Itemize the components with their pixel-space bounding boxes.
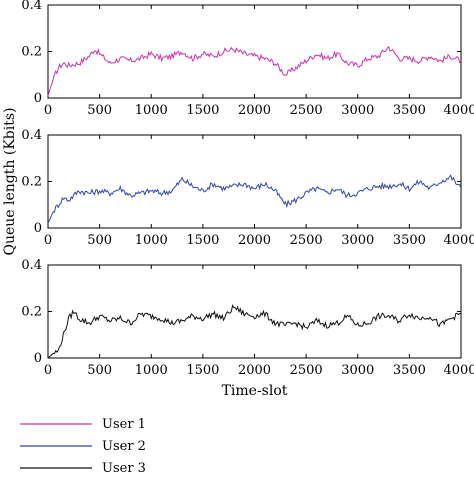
plot-frame — [47, 264, 462, 359]
x-tick-label: 2000 — [238, 233, 271, 248]
series-line-user-1 — [47, 45, 462, 96]
x-tick-label: 2500 — [290, 233, 323, 248]
y-tick-label: 0.4 — [21, 0, 42, 13]
x-tick-label: 0 — [44, 103, 52, 118]
x-tick-label: 3500 — [393, 103, 426, 118]
x-tick-label: 3000 — [341, 103, 374, 118]
x-tick-label: 4000 — [443, 363, 474, 378]
panel-3: 0 500 1000 1500 2000 2500 3000 3500 4000 0 0.2 0.4 T… — [21, 258, 474, 399]
x-tick-label: 2000 — [238, 103, 271, 118]
y-tick-label: 0.4 — [21, 128, 42, 143]
x-tick-label: 0 — [44, 233, 52, 248]
x-tick-label: 500 — [87, 233, 112, 248]
y-tick-label: 0.2 — [21, 175, 42, 190]
series-line-user-3 — [47, 304, 462, 359]
x-tick-label: 3500 — [393, 233, 426, 248]
x-tick-label: 4000 — [443, 233, 474, 248]
x-tick-label: 1000 — [135, 233, 168, 248]
legend-label: User 3 — [102, 461, 146, 476]
x-tick-label: 3500 — [393, 363, 426, 378]
y-axis-label: Queue length (Kbits) — [2, 108, 18, 256]
plot-frame — [47, 134, 462, 229]
x-tick-label: 2500 — [290, 363, 323, 378]
x-tick-label: 2000 — [238, 363, 271, 378]
y-tick-label: 0.2 — [21, 305, 42, 320]
x-tick-label: 3000 — [341, 233, 374, 248]
x-tick-label: 1500 — [186, 233, 219, 248]
panel-1: 0 500 1000 1500 2000 2500 3000 3500 4000 0 0.2 0.4 — [21, 0, 474, 118]
x-tick-label: 1500 — [186, 363, 219, 378]
y-tick-label: 0 — [34, 351, 42, 366]
x-tick-label: 1500 — [186, 103, 219, 118]
legend: User 1 User 2 User 3 — [20, 417, 146, 476]
plot-frame — [47, 4, 462, 99]
x-tick-label: 1000 — [135, 363, 168, 378]
y-tick-label: 0.4 — [21, 258, 42, 273]
x-tick-label: 1000 — [135, 103, 168, 118]
y-tick-label: 0 — [34, 221, 42, 236]
x-tick-label: 4000 — [443, 103, 474, 118]
legend-label: User 1 — [102, 417, 146, 432]
legend-label: User 2 — [102, 439, 146, 454]
x-tick-label: 500 — [87, 103, 112, 118]
x-tick-label: 2500 — [290, 103, 323, 118]
series-line-user-2 — [47, 174, 462, 224]
x-tick-label: 3000 — [341, 363, 374, 378]
y-tick-label: 0 — [34, 91, 42, 106]
x-tick-label: 0 — [44, 363, 52, 378]
y-tick-label: 0.2 — [21, 45, 42, 60]
x-axis-label: Time-slot — [222, 383, 288, 399]
panel-2: 0 500 1000 1500 2000 2500 3000 3500 4000 0 0.2 0.4Q… — [2, 108, 474, 256]
x-tick-label: 500 — [87, 363, 112, 378]
